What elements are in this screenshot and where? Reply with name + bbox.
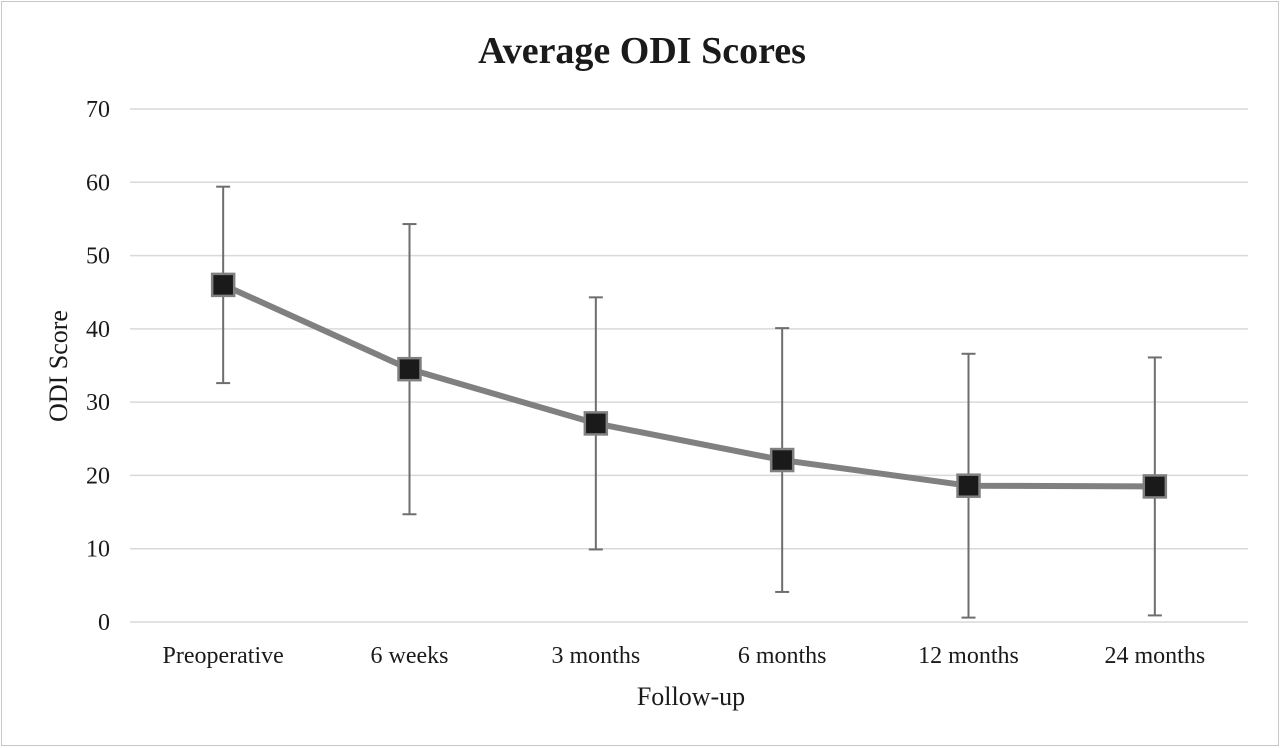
series-odi xyxy=(210,272,1168,499)
data-point-marker xyxy=(1142,474,1168,499)
y-tick-label: 10 xyxy=(86,537,110,563)
x-tick-label: 6 weeks xyxy=(371,643,449,669)
data-point-marker xyxy=(397,356,422,382)
y-tick-label: 50 xyxy=(86,244,110,270)
y-tick-label: 20 xyxy=(86,463,110,489)
y-tick-label: 70 xyxy=(86,97,110,123)
gridlines xyxy=(130,108,1248,623)
x-tick-label: 6 months xyxy=(738,643,827,669)
y-axis-title: ODI Score xyxy=(44,310,73,422)
x-tick-label: 24 months xyxy=(1104,643,1205,669)
x-tick-label: 3 months xyxy=(551,643,640,669)
x-tick-label: 12 months xyxy=(918,643,1019,669)
x-axis-title: Follow-up xyxy=(637,682,745,711)
y-tick-label: 60 xyxy=(86,170,110,196)
series-line xyxy=(221,282,1155,490)
data-point-marker xyxy=(583,411,609,436)
y-tick-label: 40 xyxy=(86,317,110,343)
y-axis-ticks: 0 10 20 30 40 50 60 70 xyxy=(86,97,110,636)
y-tick-label: 0 xyxy=(98,610,110,636)
data-point-marker xyxy=(769,447,795,473)
chart-title: Average ODI Scores xyxy=(478,30,806,72)
data-point-marker xyxy=(210,272,236,298)
x-tick-label: Preoperative xyxy=(163,643,284,669)
y-tick-label: 30 xyxy=(86,390,110,416)
data-point-marker xyxy=(956,473,981,498)
x-axis-ticks: Preoperative 6 weeks 3 months 6 months 12 mo… xyxy=(163,643,1206,669)
